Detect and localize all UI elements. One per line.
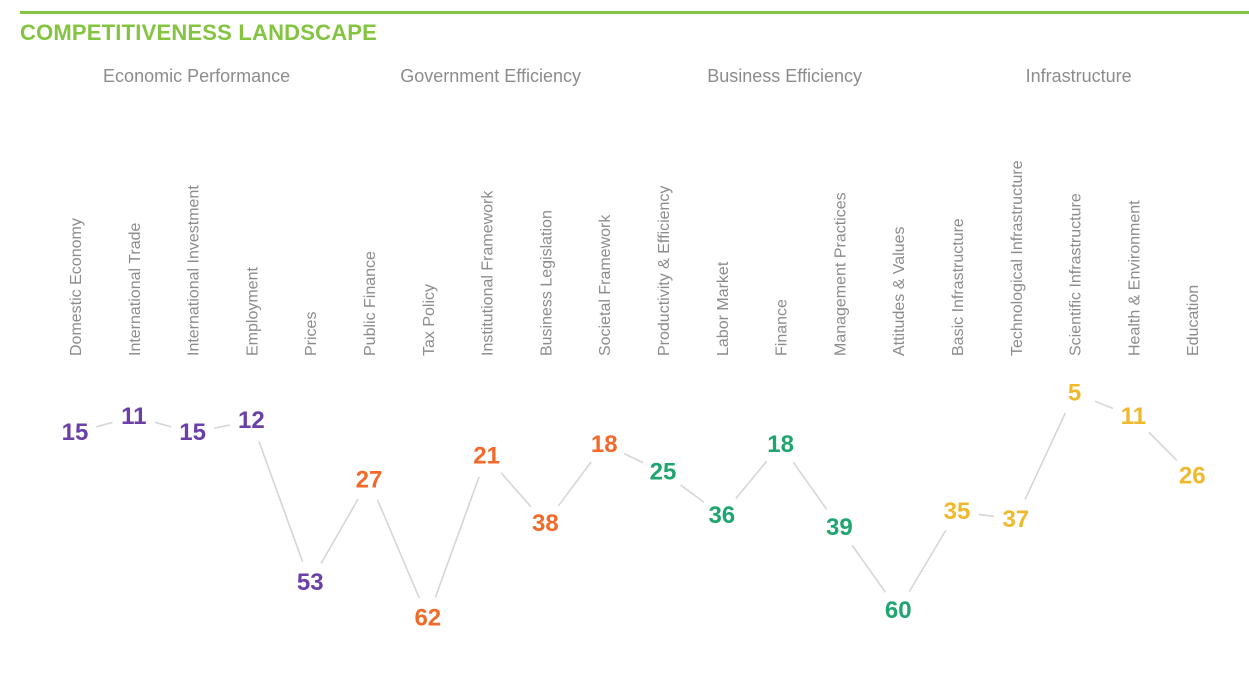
value-label-international-investment: 15 bbox=[179, 419, 206, 446]
connector-tax-policy-to-institutional-framework bbox=[434, 476, 480, 598]
value-label-basic-infrastructure: 35 bbox=[944, 498, 971, 525]
category-label-productivity-and-efficiency: Productivity & Efficiency bbox=[656, 186, 673, 356]
connector-institutional-framework-to-business-legislation bbox=[500, 472, 532, 508]
category-label-attitudes-and-values: Attitudes & Values bbox=[891, 226, 908, 356]
connector-business-legislation-to-societal-framework bbox=[557, 461, 592, 507]
category-label-international-investment: International Investment bbox=[186, 185, 203, 356]
category-label-health-and-environment: Health & Environment bbox=[1126, 200, 1143, 356]
category-label-labor-market: Labor Market bbox=[715, 261, 732, 356]
category-label-scientific-infrastructure: Scientific Infrastructure bbox=[1068, 193, 1085, 356]
value-label-productivity-and-efficiency: 25 bbox=[650, 459, 677, 486]
value-label-labor-market: 36 bbox=[708, 502, 735, 529]
category-labels: Domestic Economy International Trade Inter… bbox=[68, 160, 1202, 356]
value-label-prices: 53 bbox=[297, 569, 324, 596]
value-labels: 15 11 15 12 53 27 62 21 38 18 25 36 18 39 60 35 37 5 11 26 bbox=[62, 380, 1206, 632]
category-label-basic-infrastructure: Basic Infrastructure bbox=[950, 218, 967, 356]
value-label-technological-infrastructure: 37 bbox=[1002, 506, 1029, 533]
value-label-health-and-environment: 11 bbox=[1121, 403, 1146, 430]
connector-technological-infrastructure-to-scientific-infrastructure bbox=[1024, 412, 1067, 500]
value-label-business-legislation: 38 bbox=[532, 510, 559, 537]
category-label-business-legislation: Business Legislation bbox=[538, 210, 555, 356]
category-label-institutional-framework: Institutional Framework bbox=[480, 190, 497, 356]
category-label-education: Education bbox=[1185, 285, 1202, 356]
connector-prices-to-public-finance bbox=[320, 498, 359, 564]
category-label-tax-policy: Tax Policy bbox=[421, 284, 438, 356]
group-label-government-efficiency: Government Efficiency bbox=[400, 66, 581, 86]
connector-international-investment-to-employment bbox=[214, 424, 230, 429]
group-label-business-efficiency: Business Efficiency bbox=[707, 66, 862, 86]
title-rule bbox=[20, 11, 1249, 14]
value-label-domestic-economy: 15 bbox=[62, 419, 89, 446]
value-label-attitudes-and-values: 60 bbox=[885, 597, 912, 624]
connector-lines bbox=[96, 400, 1178, 599]
connector-health-and-environment-to-education bbox=[1148, 431, 1178, 461]
value-label-institutional-framework: 21 bbox=[473, 443, 500, 470]
value-label-scientific-infrastructure: 5 bbox=[1068, 380, 1081, 407]
category-label-finance: Finance bbox=[774, 299, 791, 356]
connector-international-trade-to-international-investment bbox=[154, 421, 172, 428]
value-label-management-practices: 39 bbox=[826, 514, 853, 541]
value-label-tax-policy: 62 bbox=[414, 605, 441, 632]
category-label-employment: Employment bbox=[244, 267, 261, 356]
value-label-societal-framework: 18 bbox=[591, 431, 618, 458]
page-title: COMPETITIVENESS LANDSCAPE bbox=[20, 20, 378, 45]
connector-basic-infrastructure-to-technological-infrastructure bbox=[978, 513, 995, 518]
connector-societal-framework-to-productivity-and-efficiency bbox=[623, 452, 644, 464]
connector-management-practices-to-attitudes-and-values bbox=[851, 544, 887, 593]
connector-finance-to-management-practices bbox=[792, 461, 828, 510]
value-label-international-trade: 11 bbox=[121, 403, 146, 430]
connector-productivity-and-efficiency-to-labor-market bbox=[680, 484, 705, 504]
connector-scientific-infrastructure-to-health-and-environment bbox=[1094, 400, 1114, 410]
category-label-prices: Prices bbox=[303, 312, 320, 356]
connector-public-finance-to-tax-policy bbox=[376, 499, 420, 599]
connector-attitudes-and-values-to-basic-infrastructure bbox=[908, 529, 947, 592]
connector-employment-to-prices bbox=[258, 441, 304, 563]
group-label-economic-performance: Economic Performance bbox=[103, 66, 290, 86]
category-label-domestic-economy: Domestic Economy bbox=[68, 218, 85, 356]
group-label-infrastructure: Infrastructure bbox=[1026, 66, 1132, 86]
group-labels: Economic Performance Government Efficienc… bbox=[103, 66, 1132, 86]
value-label-employment: 12 bbox=[238, 407, 265, 434]
connector-labor-market-to-finance bbox=[735, 460, 768, 500]
category-label-international-trade: International Trade bbox=[127, 222, 144, 356]
value-label-finance: 18 bbox=[767, 431, 794, 458]
category-label-societal-framework: Societal Framework bbox=[597, 214, 614, 356]
value-label-public-finance: 27 bbox=[356, 466, 383, 493]
category-label-public-finance: Public Finance bbox=[362, 251, 379, 356]
connector-domestic-economy-to-international-trade bbox=[96, 421, 113, 428]
value-label-education: 26 bbox=[1179, 462, 1206, 489]
category-label-technological-infrastructure: Technological Infrastructure bbox=[1009, 160, 1026, 356]
category-label-management-practices: Management Practices bbox=[832, 192, 849, 356]
